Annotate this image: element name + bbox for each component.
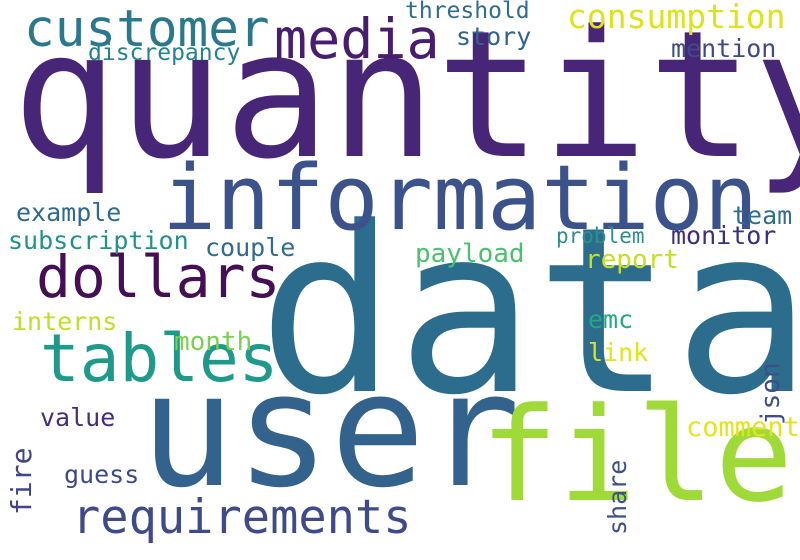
word-couple: couple <box>205 233 296 262</box>
word-interns: interns <box>12 307 118 336</box>
word-example: example <box>16 198 122 227</box>
word-consumption: consumption <box>567 0 786 36</box>
word-share: share <box>603 459 632 535</box>
word-discrepancy: discrepancy <box>88 40 241 66</box>
word-comment: comment <box>686 412 800 443</box>
word-customer: customer <box>24 0 270 59</box>
word-subscription: subscription <box>8 226 189 255</box>
word-mention: mention <box>671 34 777 63</box>
word-data: data <box>258 179 800 446</box>
word-user: user <box>140 339 521 523</box>
word-threshold: threshold <box>405 0 530 24</box>
word-dollars: dollars <box>36 243 281 311</box>
word-story: story <box>456 22 532 51</box>
word-report: report <box>585 245 679 275</box>
word-link: link <box>588 338 649 367</box>
word-file: file <box>480 379 794 531</box>
word-team: team <box>732 201 793 230</box>
word-emc: emc <box>588 305 634 334</box>
word-problem: problem <box>556 224 645 248</box>
word-media: media <box>274 7 440 71</box>
word-fire: fire <box>5 447 38 515</box>
word-payload: payload <box>415 239 525 269</box>
word-guess: guess <box>64 460 140 489</box>
word-requirements: requirements <box>72 490 412 545</box>
word-quantity: quantity <box>12 0 800 198</box>
word-tables: tables <box>40 320 279 397</box>
word-value: value <box>40 403 116 432</box>
word-month: month <box>174 327 253 357</box>
word-information: information <box>162 146 759 251</box>
word-monitor: monitor <box>671 221 777 250</box>
